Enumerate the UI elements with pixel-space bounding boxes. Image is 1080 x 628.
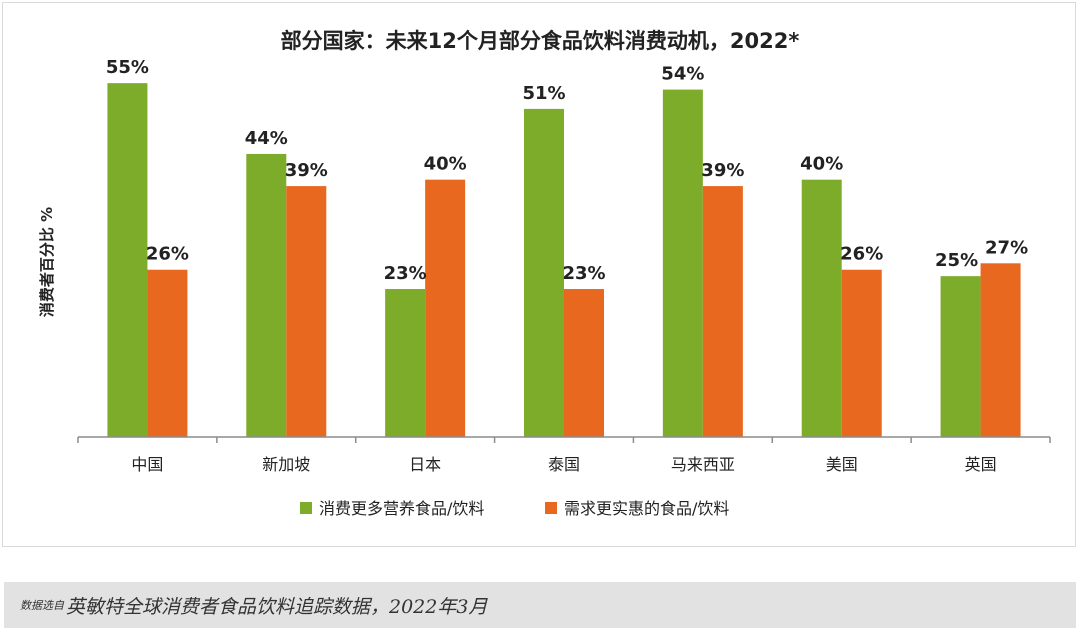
data-label: 27% [985,237,1028,258]
data-label: 44% [245,128,288,149]
category-label: 马来西亚 [671,455,735,474]
bar-affordable [841,269,882,437]
legend-label: 需求更实惠的食品/饮料 [564,499,729,518]
bar-nutritious [385,289,426,437]
category-label: 日本 [409,455,441,474]
data-label: 25% [935,250,978,271]
data-label: 51% [522,83,565,104]
bar-group [107,83,1021,438]
bar-nutritious [940,276,981,437]
bar-affordable [425,179,466,437]
data-label: 54% [661,64,704,85]
bar-nutritious [801,179,842,437]
y-axis-label: 消费者百分比 % [38,207,56,317]
data-label: 39% [701,160,744,181]
category-label: 美国 [826,455,858,474]
source-prefix: 数据选自 [20,599,64,612]
source-footer: 数据选自 英敏特全球消费者食品饮料追踪数据，2022年3月 [4,582,1076,628]
data-label: 23% [562,263,605,284]
bar-affordable [702,186,743,437]
bar-affordable [980,263,1021,437]
bar-nutritious [662,89,703,437]
category-label: 泰国 [548,455,580,474]
legend-label: 消费更多营养食品/饮料 [319,499,484,518]
data-label: 40% [800,154,843,175]
data-label: 40% [424,154,467,175]
data-label: 55% [106,57,149,78]
category-labels: 中国 新加坡 日本 泰国 马来西亚 美国 英国 [131,455,996,474]
category-label: 英国 [965,455,997,474]
category-label: 中国 [131,455,163,474]
bar-nutritious [107,83,148,438]
bar-affordable [147,269,188,437]
data-label: 23% [384,263,427,284]
source-text: 英敏特全球消费者食品饮料追踪数据，2022年3月 [66,595,488,618]
data-label-group: 55% 26% 44% 39% 23% 40% 51% 23% 54% 39% 40% 26% 25% 2… [106,57,1028,284]
chart-title: 部分国家：未来12个月部分食品饮料消费动机，2022* [281,29,800,53]
bar-nutritious [524,108,564,438]
bar-affordable [564,289,604,437]
data-label: 39% [285,160,328,181]
data-label: 26% [840,244,883,265]
data-label: 26% [146,244,189,265]
x-axis-ticks [77,437,1051,443]
legend: 消费更多营养食品/饮料 需求更实惠的食品/饮料 [300,499,729,518]
bar-nutritious [246,153,287,437]
legend-swatch [300,502,312,514]
bar-affordable [286,186,327,437]
chart-canvas: 部分国家：未来12个月部分食品饮料消费动机，2022* 消费者百分比 % 55%… [38,29,1051,518]
category-label: 新加坡 [262,455,310,474]
legend-swatch [545,502,557,514]
